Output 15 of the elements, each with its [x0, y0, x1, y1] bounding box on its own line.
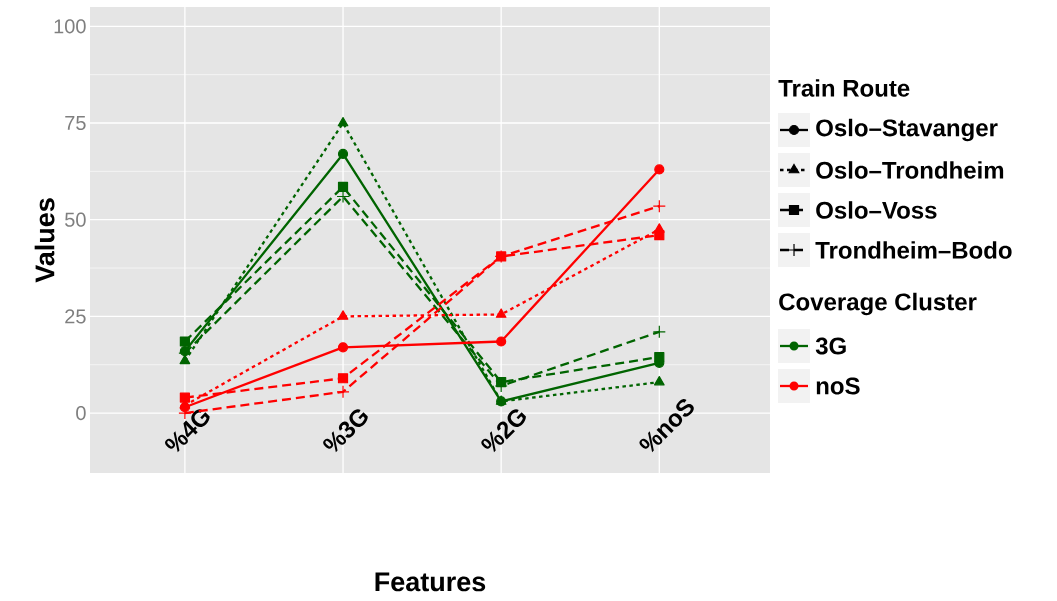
y-tick-label: 75 [65, 116, 86, 130]
text: Oslo–Voss [816, 201, 937, 219]
text: Trondheim–Bodo [815, 241, 1012, 259]
y-tick-label: 0 [76, 405, 86, 421]
text: Coverage Cluster [779, 292, 977, 316]
legend-title: Train Route [778, 79, 910, 97]
y-axis-title: Values [34, 198, 55, 283]
y-tick-label: 50 [65, 212, 86, 227]
text: noS [816, 377, 860, 395]
text: Oslo–Stavanger [816, 118, 998, 142]
text: Oslo–Trondheim [816, 161, 1004, 179]
text: 3G [815, 337, 846, 355]
y-tick-label: 25 [65, 309, 86, 324]
x-axis-title: Features [375, 572, 486, 592]
y-tick-label: 100 [54, 19, 86, 34]
